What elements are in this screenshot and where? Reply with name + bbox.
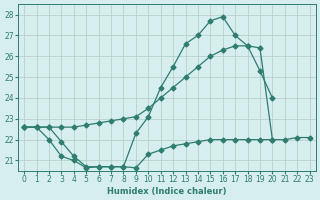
X-axis label: Humidex (Indice chaleur): Humidex (Indice chaleur) (107, 187, 227, 196)
